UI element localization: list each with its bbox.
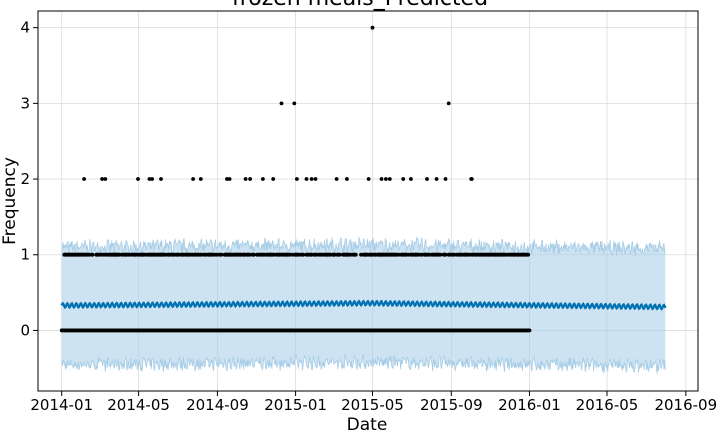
data-point — [295, 177, 299, 181]
data-point — [103, 177, 107, 181]
data-point — [159, 177, 163, 181]
y-axis-label: Frequency — [0, 157, 20, 245]
y-tick-label: 1 — [20, 246, 30, 264]
data-point — [444, 177, 448, 181]
data-point — [367, 177, 371, 181]
data-point — [409, 177, 413, 181]
x-tick-label: 2016-01 — [498, 396, 561, 414]
x-tick-label: 2014-05 — [107, 396, 170, 414]
x-axis-label: Date — [347, 415, 388, 432]
data-point — [380, 177, 384, 181]
data-point — [280, 102, 284, 106]
y-tick-label: 0 — [20, 321, 30, 339]
data-point — [136, 177, 140, 181]
data-point — [470, 177, 474, 181]
x-tick-label: 2016-05 — [576, 396, 639, 414]
data-point — [310, 177, 314, 181]
data-point — [244, 177, 248, 181]
data-point — [345, 177, 349, 181]
x-tick-label: 2014-09 — [186, 396, 249, 414]
y-axis: 0 1 2 3 4 — [20, 19, 38, 340]
data-point — [248, 177, 252, 181]
x-axis: 2014-01 2014-05 2014-09 2015-01 2015-05 2015-… — [30, 391, 717, 414]
y-tick-label: 4 — [20, 19, 30, 37]
data-point — [335, 177, 339, 181]
data-point — [435, 177, 439, 181]
data-point — [528, 329, 532, 333]
data-point — [261, 177, 265, 181]
data-point — [354, 253, 358, 257]
data-point — [447, 102, 451, 106]
data-point — [228, 177, 232, 181]
x-tick-label: 2015-01 — [264, 396, 327, 414]
data-point — [292, 102, 296, 106]
data-point — [82, 177, 86, 181]
data-point — [384, 177, 388, 181]
data-point — [271, 177, 275, 181]
x-tick-label: 2015-05 — [341, 396, 404, 414]
data-point — [526, 253, 530, 257]
y-tick-label: 2 — [20, 170, 30, 188]
data-point — [199, 177, 203, 181]
data-point — [91, 253, 95, 257]
y-tick-label: 3 — [20, 94, 30, 112]
x-tick-label: 2015-09 — [420, 396, 483, 414]
data-point — [371, 26, 375, 30]
data-point — [314, 177, 318, 181]
data-point — [305, 177, 309, 181]
data-point — [425, 177, 429, 181]
x-tick-label: 2016-09 — [654, 396, 717, 414]
data-point — [191, 177, 195, 181]
data-point — [401, 177, 405, 181]
x-tick-label: 2014-01 — [30, 396, 93, 414]
data-point — [150, 177, 154, 181]
data-point — [388, 177, 392, 181]
